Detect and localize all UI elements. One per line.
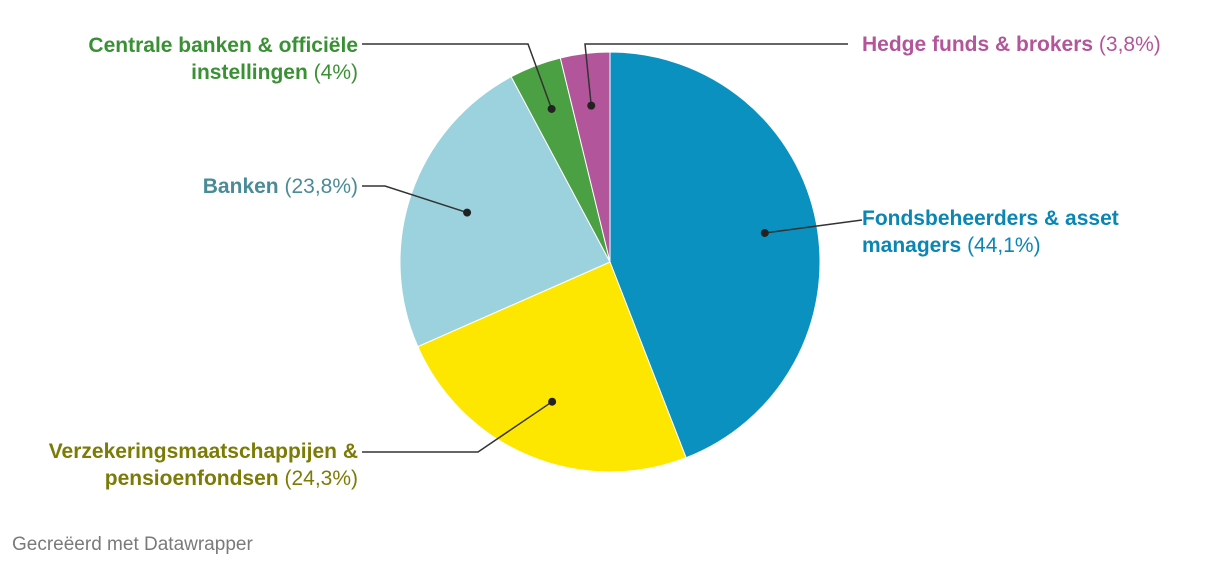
label-verzekeringen-value: (24,3%)	[284, 467, 358, 490]
label-centrale-banken-line1: Centrale banken & officiële	[88, 34, 358, 57]
slice-hedge-funds	[559, 51, 611, 263]
slice-verzekeringen	[417, 261, 687, 473]
leader-hedge-funds	[584, 43, 848, 106]
footer-credit: Gecreëerd met Datawrapper	[12, 534, 253, 555]
pie-slices	[399, 51, 821, 473]
leader-verzekeringen-dot	[548, 397, 557, 406]
label-hedge-funds: Hedge funds & brokers (3,8%)	[862, 31, 1161, 58]
leader-banken-dot	[463, 208, 472, 217]
label-fondsbeheerders-line2: managers	[862, 234, 962, 257]
label-centrale-banken-line2: instellingen	[191, 61, 308, 84]
leader-hedge-funds-dot	[587, 101, 596, 110]
leader-centrale-banken-dot	[547, 104, 556, 113]
leader-lines	[362, 43, 863, 453]
label-centrale-banken-value: (4%)	[313, 61, 358, 84]
label-verzekeringen: Verzekeringsmaatschappijen & pensioenfon…	[49, 438, 358, 492]
label-banken: Banken (23,8%)	[203, 173, 358, 200]
label-banken-line1: Banken	[202, 175, 279, 198]
leader-banken	[362, 185, 468, 214]
label-centrale-banken: Centrale banken & officiële instellingen…	[88, 32, 358, 86]
slice-fondsbeheerders	[609, 51, 821, 459]
leader-centrale-banken	[362, 43, 553, 110]
slice-banken	[399, 76, 611, 348]
label-fondsbeheerders-value: (44,1%)	[967, 234, 1041, 257]
label-fondsbeheerders: Fondsbeheerders & asset managers (44,1%)	[862, 205, 1119, 259]
label-verzekeringen-line2: pensioenfondsen	[104, 467, 279, 490]
leader-verzekeringen	[362, 401, 553, 453]
label-hedge-funds-line1: Hedge funds & brokers	[862, 33, 1094, 56]
label-banken-value: (23,8%)	[284, 175, 358, 198]
label-fondsbeheerders-line1: Fondsbeheerders & asset	[862, 207, 1119, 230]
label-verzekeringen-line1: Verzekeringsmaatschappijen &	[48, 440, 358, 463]
leader-fondsbeheerders	[764, 219, 863, 234]
label-hedge-funds-value: (3,8%)	[1098, 33, 1161, 56]
leader-fondsbeheerders-dot	[760, 228, 769, 237]
